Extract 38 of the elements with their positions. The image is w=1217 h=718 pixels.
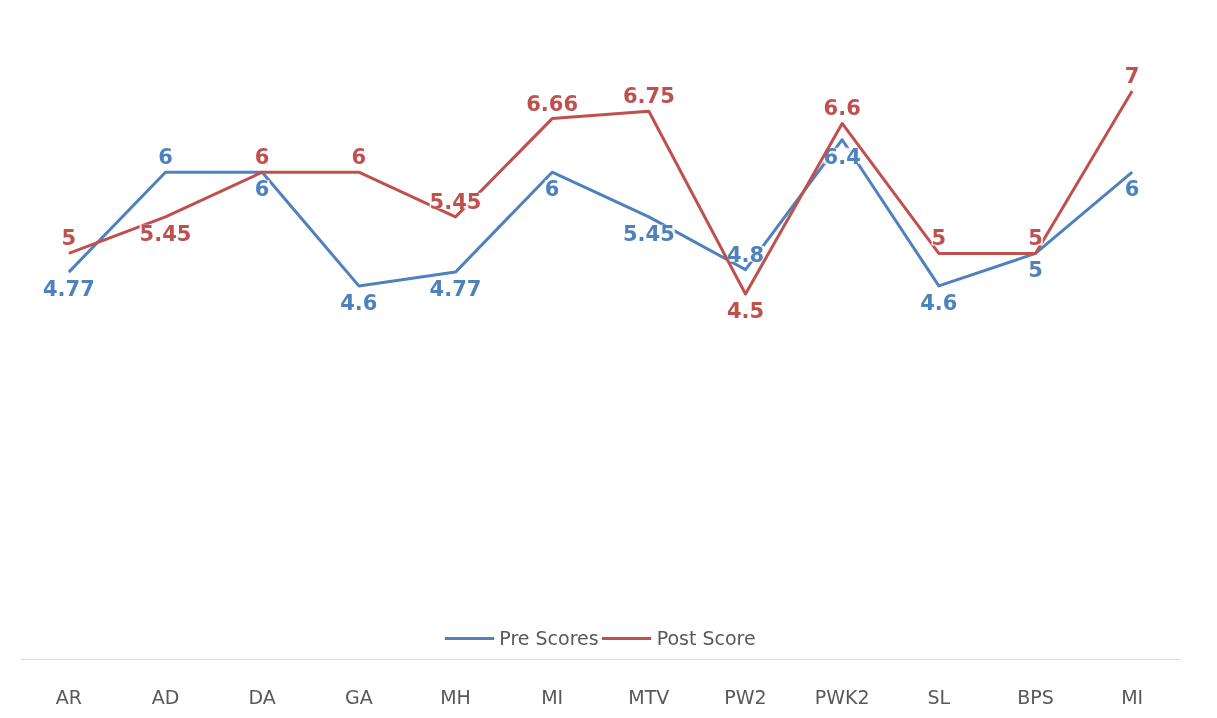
x-tick-label: MI — [1121, 685, 1144, 708]
x-tick-label: BPS — [1017, 685, 1054, 708]
x-tick-label: AR — [55, 685, 82, 708]
data-label: 5 — [931, 226, 947, 251]
data-label: 5.45 — [139, 221, 192, 246]
x-tick-label: MTV — [628, 685, 670, 708]
data-label: 4.77 — [42, 277, 95, 302]
data-label: 6.66 — [526, 91, 579, 116]
data-label: 5.45 — [622, 221, 675, 246]
x-tick-label: MH — [440, 685, 471, 708]
data-label: 6 — [351, 145, 367, 170]
data-label: 6 — [544, 177, 560, 202]
data-label: 6.75 — [622, 84, 675, 109]
data-label: 6 — [254, 145, 270, 170]
data-label: 6 — [1124, 177, 1140, 202]
x-tick-label: PW2 — [724, 685, 767, 708]
x-tick-label: DA — [248, 685, 276, 708]
data-label: 6.6 — [823, 96, 861, 121]
data-label: 4.6 — [340, 290, 378, 315]
x-tick-label: PWK2 — [814, 685, 870, 708]
data-label: 5 — [61, 226, 77, 251]
legend-label: Post Score — [656, 627, 756, 649]
x-tick-label: AD — [151, 685, 180, 708]
data-label: 6.4 — [823, 144, 861, 169]
x-tick-label: SL — [927, 685, 951, 708]
data-label: 4.6 — [920, 290, 958, 315]
data-label: 4.5 — [726, 299, 765, 324]
data-label: 5.45 — [429, 189, 482, 214]
data-label: 4.77 — [429, 277, 482, 302]
legend-label: Pre Scores — [499, 627, 599, 649]
data-label: 6 — [158, 145, 173, 170]
x-tick-label: MI — [541, 685, 564, 708]
data-label: 6 — [254, 177, 270, 202]
data-label: 5 — [1028, 226, 1043, 251]
x-tick-label: GA — [344, 685, 373, 708]
data-label: 5 — [1028, 258, 1043, 283]
data-label: 7 — [1124, 63, 1140, 88]
data-label: 4.8 — [726, 242, 765, 267]
